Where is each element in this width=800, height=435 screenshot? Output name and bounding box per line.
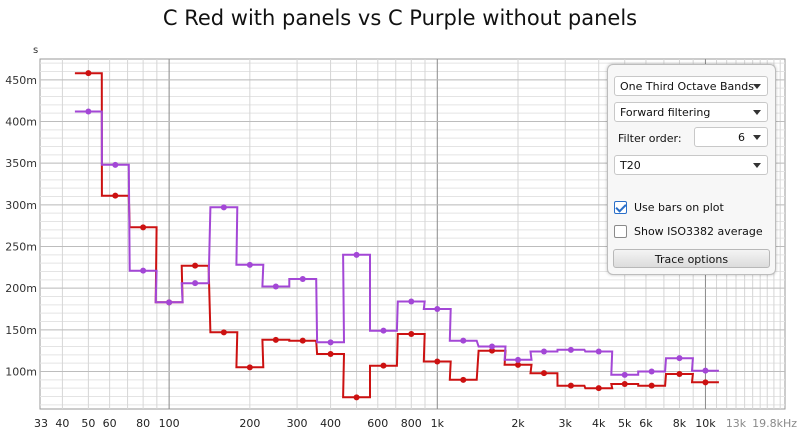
data-point <box>621 381 628 387</box>
data-point <box>166 299 173 306</box>
data-point <box>648 382 655 389</box>
data-point <box>595 348 602 355</box>
data-point <box>272 283 279 290</box>
use-bars-label: Use bars on plot <box>634 201 724 214</box>
x-tick-label: 33 <box>34 417 48 430</box>
data-point <box>380 327 387 334</box>
x-tick-label: 6k <box>639 417 653 430</box>
data-point <box>112 161 119 168</box>
data-point <box>567 382 574 389</box>
band-select-value: One Third Octave Bands <box>620 80 754 93</box>
data-point <box>460 337 467 344</box>
data-point <box>140 267 147 274</box>
x-tick-label: 13k <box>726 417 747 430</box>
x-tick-label: 80 <box>136 417 150 430</box>
data-point <box>460 376 467 383</box>
y-tick-label: 200m <box>5 282 37 295</box>
data-point <box>567 346 574 353</box>
data-point <box>246 364 253 371</box>
data-point <box>676 355 683 362</box>
y-tick-label: 150m <box>5 324 37 337</box>
data-point <box>85 108 92 115</box>
data-point <box>112 192 119 199</box>
metric-select[interactable]: T20 <box>614 155 768 175</box>
chevron-down-icon <box>753 110 761 115</box>
data-point <box>327 351 334 357</box>
data-point <box>702 379 709 386</box>
y-tick-label: 450m <box>5 74 37 87</box>
x-tick-label: 8k <box>673 417 687 430</box>
data-point <box>648 368 655 375</box>
x-tick-label: 300 <box>287 417 308 430</box>
data-point <box>380 362 387 369</box>
data-point <box>192 262 199 269</box>
x-tick-label: 4k <box>592 417 606 430</box>
filter-order-value: 6 <box>738 131 745 144</box>
filter-order-label: Filter order: <box>618 132 682 145</box>
data-point <box>434 306 441 312</box>
data-point <box>353 251 360 258</box>
data-point <box>434 358 441 365</box>
data-point <box>515 361 522 368</box>
data-point <box>353 394 360 401</box>
y-tick-label: 100m <box>5 366 37 379</box>
data-point <box>408 331 415 337</box>
y-axis-unit: s <box>33 45 38 56</box>
x-tick-label: 2k <box>511 417 525 430</box>
trace-settings-panel: One Third Octave Bands Forward filtering… <box>607 64 776 275</box>
x-tick-label: 400 <box>320 417 341 430</box>
data-point <box>515 356 522 363</box>
filtering-select-value: Forward filtering <box>620 106 711 119</box>
x-tick-label: 10k <box>695 417 716 430</box>
data-point <box>140 224 147 231</box>
use-bars-checkbox[interactable] <box>614 201 627 214</box>
data-point <box>220 204 227 211</box>
data-point <box>489 343 496 350</box>
iso-average-label: Show ISO3382 average <box>634 225 763 238</box>
data-point <box>220 329 227 336</box>
x-tick-label: 1k <box>431 417 445 430</box>
data-point <box>489 347 496 354</box>
y-tick-label: 300m <box>5 199 37 212</box>
data-point <box>702 367 709 374</box>
chevron-down-icon <box>753 135 761 140</box>
data-point <box>676 371 683 377</box>
data-point <box>299 337 306 344</box>
trace-options-button[interactable]: Trace options <box>613 249 770 268</box>
data-point <box>621 371 628 378</box>
chevron-down-icon <box>753 163 761 168</box>
x-tick-label: 50 <box>81 417 95 430</box>
data-point <box>85 70 92 77</box>
data-point <box>408 298 415 305</box>
data-point <box>246 261 253 268</box>
data-point <box>299 276 306 282</box>
filter-order-select[interactable]: 6 <box>694 127 768 147</box>
data-point <box>192 280 199 287</box>
data-point <box>540 370 547 377</box>
x-tick-label: 40 <box>55 417 69 430</box>
y-tick-label: 400m <box>5 116 37 129</box>
filtering-select[interactable]: Forward filtering <box>614 102 768 122</box>
y-tick-label: 250m <box>5 241 37 254</box>
y-tick-label: 350m <box>5 157 37 170</box>
metric-select-value: T20 <box>620 159 641 172</box>
x-tick-label: 800 <box>401 417 422 430</box>
chart-title: C Red with panels vs C Purple without pa… <box>162 6 638 30</box>
data-point <box>272 336 279 343</box>
data-point <box>540 348 547 355</box>
x-tick-label: 3k <box>559 417 573 430</box>
series-line-1 <box>74 72 719 399</box>
x-tick-label: 19.8kHz <box>752 417 797 430</box>
band-select[interactable]: One Third Octave Bands <box>614 76 768 96</box>
x-tick-label: 200 <box>239 417 260 430</box>
iso-average-checkbox[interactable] <box>614 225 627 238</box>
series-line-2 <box>74 110 719 376</box>
data-point <box>327 339 334 346</box>
x-tick-label: 600 <box>367 417 388 430</box>
chevron-down-icon <box>753 84 761 89</box>
x-tick-label: 5k <box>618 417 632 430</box>
data-point <box>595 385 602 392</box>
x-tick-label: 60 <box>103 417 117 430</box>
x-tick-label: 100 <box>159 417 180 430</box>
